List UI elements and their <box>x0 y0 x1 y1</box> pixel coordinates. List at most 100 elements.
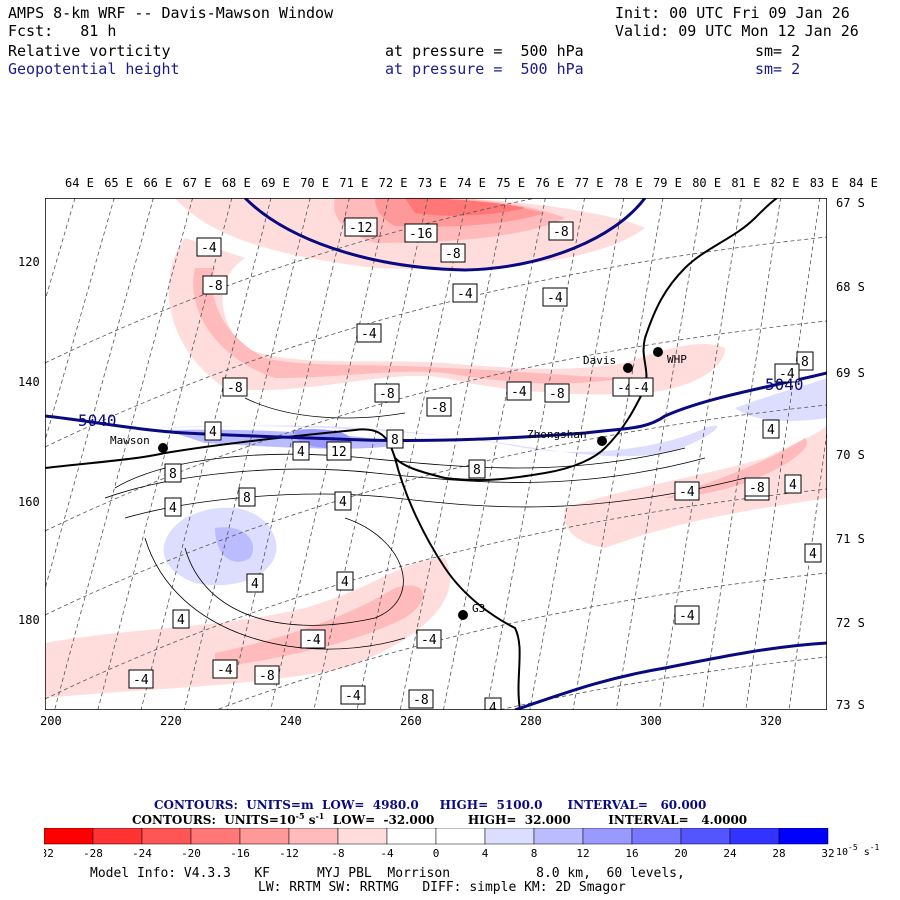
x-tick: 280 <box>520 714 542 728</box>
vort-label-box <box>300 629 326 649</box>
vort-label-text: -16 <box>409 227 432 242</box>
vort-label-text: -8 <box>445 247 461 262</box>
lon-label: 66 E <box>143 176 173 190</box>
lon-label: 78 E <box>613 176 643 190</box>
vort-label-box <box>762 419 780 439</box>
station-label-zhongshan: Zhongshan <box>527 428 587 441</box>
map-title: AMPS 8-km WRF -- Davis-Mawson Window <box>8 4 334 22</box>
colorbar-tick: 28 <box>772 847 785 860</box>
vort-label-text: -4 <box>779 367 795 382</box>
vort-label-box <box>238 487 256 507</box>
parallel <box>215 572 827 710</box>
colorbar-swatch <box>582 828 633 845</box>
vort-label-box <box>222 377 248 397</box>
vort-label-box <box>628 377 654 397</box>
lon-label: 74 E <box>457 176 486 190</box>
vort-label-box <box>468 459 486 479</box>
meridian <box>659 198 742 710</box>
lat-label: 67 S <box>836 196 865 210</box>
vort-label-text: -8 <box>259 669 275 684</box>
colorbar-swatch <box>337 828 388 845</box>
station-dot-davis <box>623 363 633 373</box>
colorbar-swatch <box>239 828 290 845</box>
vort-label-box <box>452 283 478 303</box>
vort-label-box <box>744 477 770 497</box>
lon-label: 79 E <box>653 176 682 190</box>
lat-label: 73 S <box>836 698 865 712</box>
colorbar-tick: 0 <box>433 847 440 860</box>
vort-label-text: 4 <box>341 575 349 590</box>
forecast-hour: Fcst: 81 h <box>8 22 117 40</box>
vorticity-contour-info: CONTOURS: UNITS=10-5 s-1 LOW= -32.000 HI… <box>132 811 748 827</box>
station-dot-mawson <box>158 443 168 453</box>
colorbar-tick: -20 <box>181 847 201 860</box>
coastline <box>45 198 779 710</box>
meridian <box>702 198 781 710</box>
vort-label-text: 8 <box>243 491 251 506</box>
station-dot-whp <box>653 347 663 357</box>
x-tick: 300 <box>640 714 662 728</box>
vort-label-text: 8 <box>169 467 177 482</box>
vort-label-box <box>542 287 568 307</box>
vort-label-box <box>128 669 154 689</box>
vort-label-text: 4 <box>489 701 497 710</box>
vort-label-box <box>212 659 238 679</box>
vort-label-box <box>548 221 574 241</box>
colorbar-swatch <box>44 828 94 845</box>
lon-label: 80 E <box>692 176 722 190</box>
vort-label-box <box>784 474 802 494</box>
colorbar-tick: 8 <box>531 847 538 860</box>
colorbar-swatch <box>386 828 437 845</box>
y-tick: 140 <box>18 375 40 389</box>
parallel <box>45 404 827 616</box>
vort-label-text: 4 <box>177 613 185 628</box>
lon-label: 67 E <box>182 176 212 190</box>
lon-label: 69 E <box>261 176 290 190</box>
colorbar-tick: 24 <box>723 847 737 860</box>
lon-label: 77 E <box>574 176 604 190</box>
vort-label-text: -8 <box>749 481 765 496</box>
vort-label-text: 12 <box>331 445 347 460</box>
colorbar-tick: 16 <box>625 847 638 860</box>
meridian <box>572 198 664 710</box>
vort-label-text: -12 <box>349 221 372 236</box>
lat-label: 70 S <box>836 448 865 462</box>
vort-label-text: -8 <box>431 401 447 416</box>
lon-label: 68 E <box>221 176 251 190</box>
field2-name: Geopotential height <box>8 60 180 78</box>
vort-label-box <box>404 223 438 243</box>
vort-label-text: -4 <box>361 327 377 342</box>
colorbar-tick: 4 <box>482 847 489 860</box>
init-time: Init: 00 UTC Fri 09 Jan 26 <box>615 4 850 22</box>
station-label-whp: WHP <box>667 353 687 366</box>
meridian <box>486 198 585 710</box>
vort-label-text: 4 <box>251 577 259 592</box>
field2-smoothing: sm= 2 <box>755 60 801 78</box>
vort-label-box <box>796 351 814 371</box>
vort-label-box <box>674 605 700 625</box>
y-tick: 120 <box>18 255 40 269</box>
vort-label-box <box>326 441 352 461</box>
meridian <box>788 429 827 710</box>
vort-label-text: 8 <box>801 355 809 370</box>
y-tick: 160 <box>18 495 40 509</box>
station-dot-zhongshan <box>597 436 607 446</box>
vort-label-box <box>674 481 700 501</box>
colorbar-swatch <box>288 828 339 845</box>
meridian <box>54 198 193 710</box>
vort-label-text: -4 <box>305 633 321 648</box>
vort-label-box <box>164 497 182 517</box>
colorbar-swatch <box>729 828 780 845</box>
station-label-g3: G3 <box>472 602 485 615</box>
colorbar: -32 -28 -24 -20 -16 -12 -8 -4 0 4 8 12 16 20 24 28 3210-… <box>44 828 880 860</box>
colorbar-tick: -16 <box>230 847 250 860</box>
colorbar-tick: -32 <box>44 847 54 860</box>
vort-label-box <box>484 697 502 710</box>
vort-label-text: -4 <box>345 689 361 704</box>
vort-label-text: 4 <box>209 425 217 440</box>
lon-label: 75 E <box>496 176 526 190</box>
vort-label-text: 4 <box>809 547 817 562</box>
station-label-mawson: Mawson <box>110 434 150 447</box>
lon-label: 72 E <box>378 176 408 190</box>
lon-label: 65 E <box>104 176 134 190</box>
